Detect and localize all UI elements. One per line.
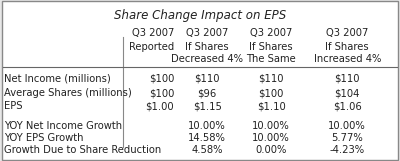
Text: Decreased 4%: Decreased 4%	[171, 54, 243, 64]
Text: If Shares: If Shares	[185, 42, 229, 52]
Text: $104: $104	[334, 88, 360, 98]
Text: Q3 2007: Q3 2007	[186, 28, 228, 38]
Text: Share Change Impact on EPS: Share Change Impact on EPS	[114, 9, 286, 22]
Text: $110: $110	[258, 74, 284, 84]
Text: Growth Due to Share Reduction: Growth Due to Share Reduction	[4, 145, 161, 155]
Text: $96: $96	[198, 88, 217, 98]
Text: Net Income (millions): Net Income (millions)	[4, 74, 111, 84]
Text: YOY Net Income Growth: YOY Net Income Growth	[4, 121, 122, 131]
Text: $1.06: $1.06	[333, 101, 362, 111]
Text: Q3 2007: Q3 2007	[132, 28, 174, 38]
Text: The Same: The Same	[246, 54, 296, 64]
Text: EPS: EPS	[4, 101, 22, 111]
Text: 10.00%: 10.00%	[188, 121, 226, 131]
Text: $100: $100	[258, 88, 284, 98]
Text: $100: $100	[149, 88, 174, 98]
Text: If Shares: If Shares	[249, 42, 293, 52]
Text: $110: $110	[334, 74, 360, 84]
Text: 14.58%: 14.58%	[188, 133, 226, 143]
Text: Average Shares (millions): Average Shares (millions)	[4, 88, 132, 98]
Text: 4.58%: 4.58%	[192, 145, 223, 155]
Text: Reported: Reported	[129, 42, 174, 52]
Text: Q3 2007: Q3 2007	[250, 28, 292, 38]
Text: $1.15: $1.15	[193, 101, 222, 111]
Text: Increased 4%: Increased 4%	[314, 54, 381, 64]
Text: If Shares: If Shares	[325, 42, 369, 52]
Text: $1.00: $1.00	[145, 101, 174, 111]
Text: $100: $100	[149, 74, 174, 84]
Text: Q3 2007: Q3 2007	[326, 28, 368, 38]
Text: 5.77%: 5.77%	[331, 133, 363, 143]
FancyBboxPatch shape	[2, 1, 398, 160]
Text: $110: $110	[194, 74, 220, 84]
Text: YOY EPS Growth: YOY EPS Growth	[4, 133, 84, 143]
Text: -4.23%: -4.23%	[330, 145, 365, 155]
Text: 10.00%: 10.00%	[252, 121, 290, 131]
Text: 10.00%: 10.00%	[328, 121, 366, 131]
Text: 10.00%: 10.00%	[252, 133, 290, 143]
Text: $1.10: $1.10	[257, 101, 286, 111]
Text: 0.00%: 0.00%	[256, 145, 287, 155]
